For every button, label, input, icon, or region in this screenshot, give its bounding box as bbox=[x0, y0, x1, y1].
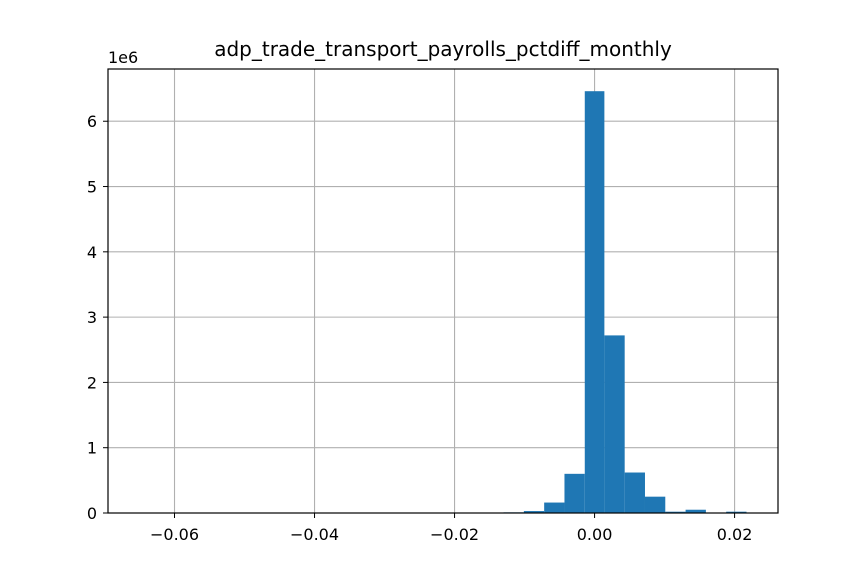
x-tick-label: −0.06 bbox=[150, 525, 199, 544]
y-axis-offset-label: 1e6 bbox=[108, 48, 138, 67]
histogram-bar bbox=[726, 511, 747, 513]
histogram-bar bbox=[604, 335, 625, 513]
y-tick-label: 6 bbox=[87, 112, 97, 131]
x-tick-label: 0.00 bbox=[577, 525, 613, 544]
y-tick-label: 0 bbox=[87, 504, 97, 523]
x-tick-label: 0.02 bbox=[717, 525, 753, 544]
x-axis-ticks: −0.06 −0.04 −0.02 0.00 0.02 bbox=[150, 513, 752, 544]
y-axis-ticks: 0 1 2 3 4 5 6 bbox=[87, 112, 108, 523]
y-tick-label: 3 bbox=[87, 308, 97, 327]
x-tick-label: −0.02 bbox=[430, 525, 479, 544]
y-tick-label: 4 bbox=[87, 243, 97, 262]
histogram-bar bbox=[584, 91, 605, 513]
histogram-bar bbox=[523, 511, 545, 513]
x-tick-label: −0.04 bbox=[290, 525, 339, 544]
histogram-bar bbox=[685, 509, 706, 513]
y-tick-label: 2 bbox=[87, 373, 97, 392]
grid-lines bbox=[108, 69, 778, 514]
y-tick-label: 1 bbox=[87, 439, 97, 458]
chart-title: adp_trade_transport_payrolls_pctdiff_mon… bbox=[214, 37, 672, 61]
histogram-bar bbox=[644, 496, 666, 513]
histogram-bar bbox=[564, 473, 585, 513]
y-tick-label: 5 bbox=[87, 178, 97, 197]
plot-area-frame bbox=[107, 68, 779, 514]
histogram-bars bbox=[503, 91, 747, 513]
histogram-bar bbox=[665, 511, 686, 513]
histogram-bar bbox=[544, 502, 565, 513]
histogram-bar bbox=[624, 472, 645, 513]
